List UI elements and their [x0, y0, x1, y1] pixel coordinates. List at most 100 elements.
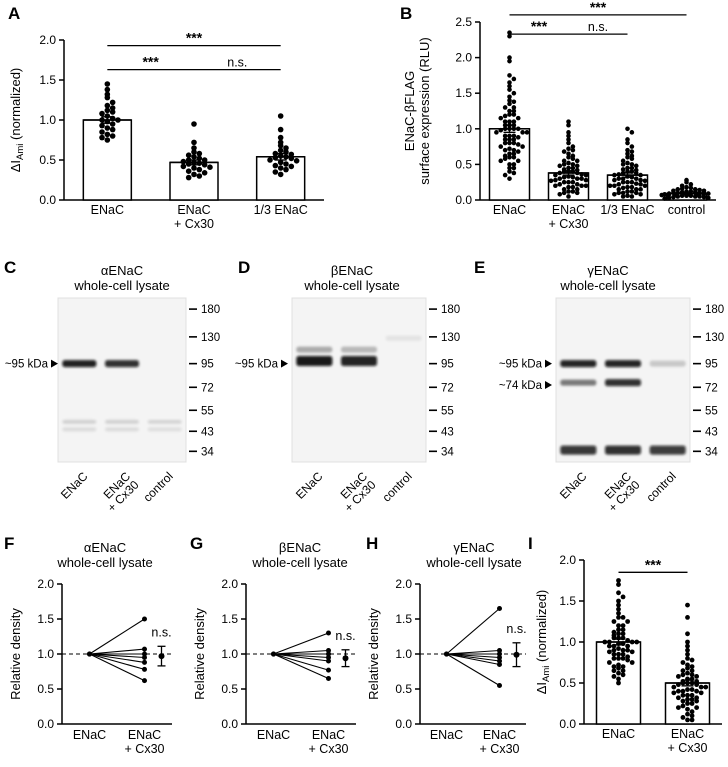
- panel-c-title-line2: whole-cell lysate: [74, 278, 170, 293]
- panel-label-g: G: [190, 534, 204, 553]
- x-category-label: ENaC: [430, 728, 463, 742]
- lane-label: control: [379, 469, 414, 504]
- x-category-label: ENaC: [73, 728, 106, 742]
- y-tick-label: 1.5: [559, 594, 576, 608]
- data-point: [638, 177, 643, 183]
- data-point: [507, 112, 512, 117]
- y-tick-label: 0.0: [395, 717, 412, 731]
- data-point: [629, 156, 635, 162]
- x-category-label: ENaC: [128, 728, 161, 742]
- data-point: [685, 643, 690, 649]
- data-point: [616, 631, 621, 637]
- data-point: [497, 651, 502, 657]
- data-point: [583, 183, 589, 189]
- data-point: [524, 130, 530, 135]
- significance-label: n.s.: [588, 20, 608, 34]
- arrow-right-icon: [545, 359, 552, 368]
- data-point: [625, 657, 631, 663]
- data-point: [694, 698, 700, 704]
- data-point: [675, 695, 681, 701]
- data-point: [191, 165, 197, 171]
- data-point: [326, 676, 331, 681]
- y-tick-label: 2.0: [455, 51, 472, 65]
- data-point: [685, 651, 690, 657]
- summary-point: [342, 655, 349, 662]
- pair-line: [273, 653, 329, 659]
- arrow-right-icon: [281, 359, 288, 368]
- y-tick-label: 1.0: [39, 113, 56, 127]
- data-point: [625, 654, 631, 660]
- data-point: [511, 140, 517, 146]
- data-point: [570, 144, 576, 149]
- data-point: [688, 182, 694, 187]
- pair-line: [273, 649, 329, 655]
- summary-point: [158, 653, 165, 660]
- lane-label: ENaC: [58, 469, 91, 502]
- data-point: [548, 178, 554, 184]
- pair-line: [273, 653, 329, 662]
- data-point: [616, 651, 621, 657]
- data-point: [659, 192, 665, 198]
- y-axis-label: Relative density: [366, 608, 381, 700]
- data-point: [620, 594, 626, 600]
- data-point: [706, 195, 711, 201]
- data-point: [625, 137, 630, 142]
- data-point: [625, 126, 630, 132]
- data-point: [620, 185, 626, 191]
- data-point: [201, 157, 208, 163]
- data-point: [553, 183, 558, 189]
- data-point: [574, 158, 580, 164]
- summary-point: [513, 651, 520, 658]
- data-point: [706, 191, 711, 196]
- data-point: [277, 159, 284, 166]
- data-point: [680, 692, 686, 698]
- data-point: [566, 151, 571, 157]
- blot-band: [62, 360, 97, 368]
- data-point: [620, 631, 626, 637]
- data-point: [616, 182, 622, 187]
- band-annotation: ~95 kDa: [499, 359, 543, 371]
- data-point: [685, 701, 690, 706]
- y-tick-label: 2.0: [395, 577, 412, 591]
- data-point: [570, 162, 576, 167]
- data-point: [507, 80, 512, 85]
- data-point: [574, 176, 580, 181]
- significance-label: ***: [142, 54, 159, 70]
- data-point: [553, 177, 558, 183]
- data-point: [616, 598, 621, 604]
- data-point: [566, 194, 571, 199]
- data-point: [497, 648, 502, 653]
- data-point: [502, 105, 508, 110]
- data-point: [502, 156, 508, 162]
- data-point: [625, 160, 630, 166]
- x-category-label: ENaC: [483, 728, 516, 742]
- data-point: [616, 606, 621, 612]
- data-point: [694, 705, 700, 710]
- data-point: [685, 656, 690, 661]
- panel-f-title-line2: whole-cell lysate: [57, 555, 153, 570]
- data-point: [566, 165, 571, 171]
- y-tick-label: 1.5: [455, 86, 472, 100]
- marker-label: 34: [441, 446, 454, 458]
- pair-line: [446, 653, 500, 686]
- data-point: [494, 130, 499, 135]
- y-tick-label: 1.0: [559, 635, 576, 649]
- data-point: [692, 194, 698, 199]
- data-point: [191, 145, 197, 151]
- data-point: [511, 108, 517, 114]
- data-point: [620, 656, 626, 661]
- data-point: [570, 165, 576, 171]
- marker-label: 72: [705, 382, 718, 394]
- y-tick-label: 1.5: [39, 73, 56, 87]
- marker-label: 72: [441, 382, 454, 394]
- data-point: [498, 115, 504, 121]
- lane-label: ENaC+ Cx30: [333, 469, 379, 515]
- panel-f-title: αENaC whole-cell lysate: [25, 540, 185, 570]
- marker-label: 72: [201, 382, 214, 394]
- data-point: [620, 190, 626, 196]
- panel-g-title: βENaC whole-cell lysate: [220, 540, 380, 570]
- data-point: [507, 33, 512, 39]
- data-point: [684, 184, 689, 190]
- blot-band: [560, 360, 597, 368]
- band-annotation: ~95 kDa: [5, 359, 49, 371]
